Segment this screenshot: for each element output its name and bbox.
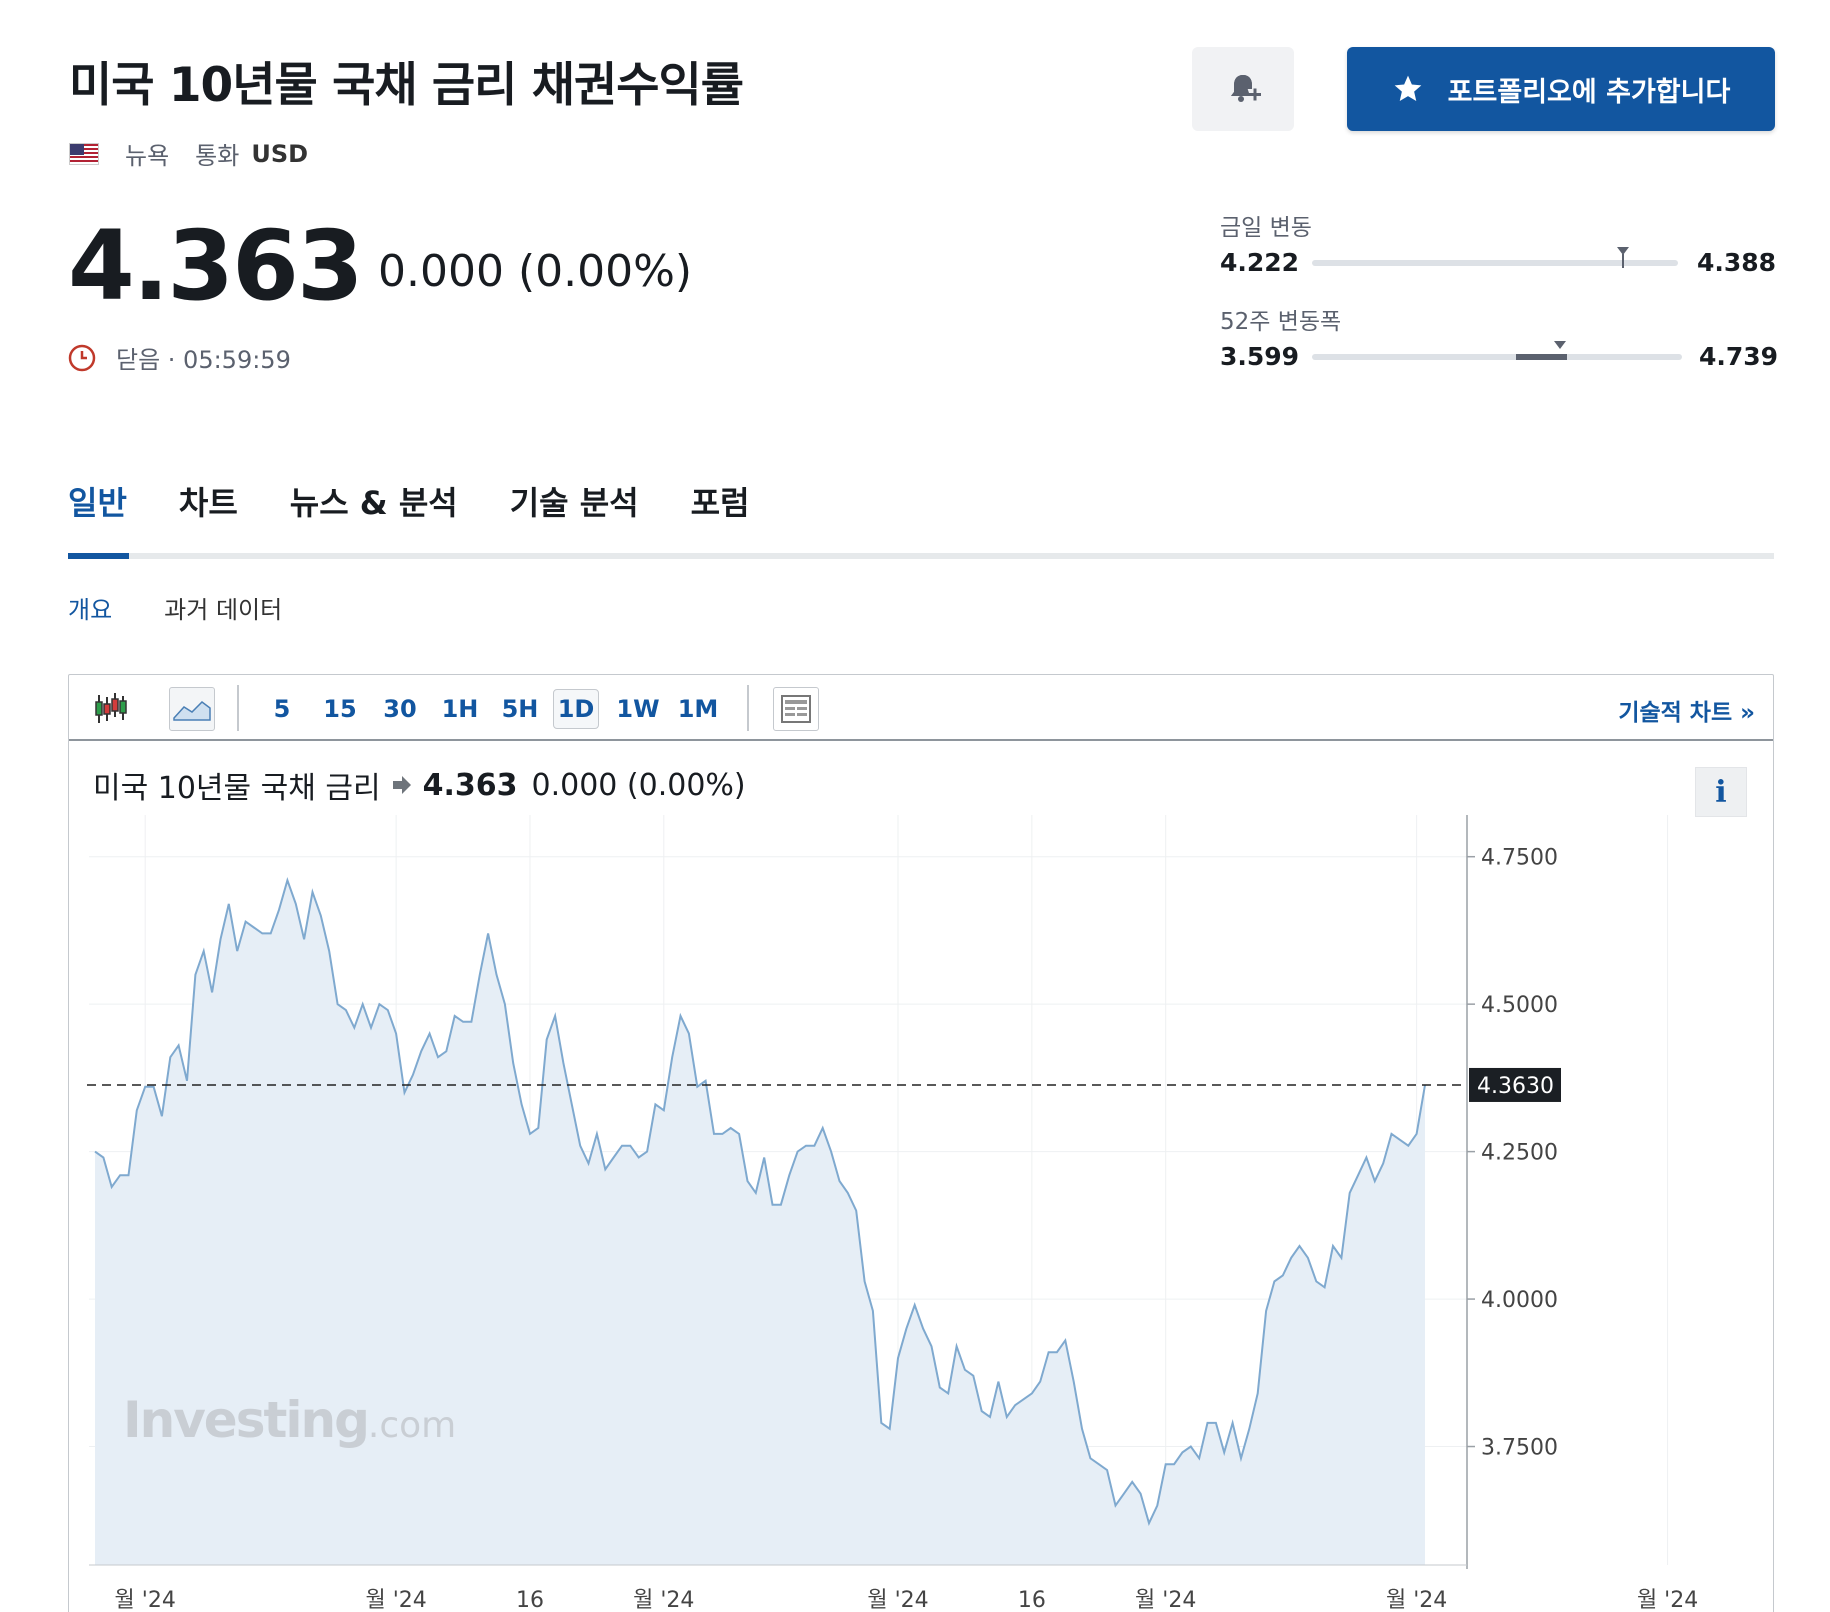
day-range-tick bbox=[1622, 254, 1625, 268]
chart-instrument-name: 미국 10년물 국채 금리 bbox=[93, 771, 381, 806]
area-chart-icon bbox=[173, 701, 211, 721]
x-tick-label: 월 '24 bbox=[365, 1588, 426, 1611]
currency-value: USD bbox=[251, 139, 309, 168]
chart-price: 4.363 bbox=[422, 767, 518, 803]
x-tick-label: 월 '24 bbox=[115, 1588, 176, 1611]
page-title: 미국 10년물 국채 금리 채권수익률 bbox=[69, 58, 744, 113]
add-alert-button[interactable] bbox=[1192, 47, 1294, 131]
x-tick-label: 월 '24 bbox=[1637, 1588, 1698, 1611]
week52-range-marker bbox=[1553, 341, 1566, 349]
x-tick-label: 16 bbox=[516, 1588, 544, 1611]
current-price-badge bbox=[1469, 1067, 1561, 1102]
series-line bbox=[94, 877, 1426, 1527]
chart-settings-button[interactable] bbox=[773, 687, 819, 731]
timeframe-1d[interactable]: 1D bbox=[553, 689, 599, 729]
week52-range-fill bbox=[1515, 354, 1568, 360]
currency-label: 통화 bbox=[195, 142, 240, 170]
tabs-divider bbox=[68, 553, 1774, 559]
current-price-label: 4.3630 bbox=[1477, 1074, 1554, 1099]
price-change: 0.000 (0.00%) bbox=[378, 246, 693, 297]
us-flag-icon bbox=[69, 142, 99, 165]
price-chart[interactable]: 4.3630 4.7500 4.5000 4.2500 4.0000 3.7500 월 '2… bbox=[69, 675, 1773, 1611]
exchange-city: 뉴욕 bbox=[125, 142, 170, 170]
technical-chart-link[interactable]: 기술적 차트 » bbox=[1618, 700, 1755, 726]
instrument-meta: 뉴욕 통화 USD bbox=[69, 136, 308, 171]
timeframe-1m[interactable]: 1M bbox=[677, 695, 719, 723]
star-icon bbox=[1394, 75, 1422, 101]
clock-icon bbox=[68, 344, 96, 371]
tab-forum[interactable]: 포럼 bbox=[690, 484, 750, 522]
main-tabs: 일반 차트 뉴스 & 분석 기술 분석 포럼 bbox=[68, 478, 802, 524]
day-range-high: 4.388 bbox=[1697, 248, 1777, 277]
bell-plus-icon bbox=[1231, 75, 1261, 102]
area-chart-button[interactable] bbox=[169, 687, 215, 731]
timeframe-1w[interactable]: 1W bbox=[616, 695, 660, 723]
y-tick-label: 4.2500 bbox=[1481, 1141, 1558, 1166]
tab-chart[interactable]: 차트 bbox=[178, 484, 238, 522]
chart-header: 미국 10년물 국채 금리 4.363 0.000 (0.00%) bbox=[93, 763, 746, 807]
timeframe-30[interactable]: 30 bbox=[383, 695, 417, 723]
tab-general[interactable]: 일반 bbox=[68, 484, 127, 522]
last-price: 4.363 bbox=[68, 210, 364, 322]
x-tick-label: 월 '24 bbox=[1135, 1588, 1196, 1611]
day-range-marker bbox=[1617, 247, 1630, 255]
week52-range-low: 3.599 bbox=[1220, 342, 1300, 371]
add-to-portfolio-button[interactable]: 포트폴리오에 추가합니다 bbox=[1347, 47, 1775, 131]
candlestick-chart-button[interactable] bbox=[91, 687, 131, 731]
day-range-bar bbox=[1312, 247, 1678, 268]
x-tick-label: 월 '24 bbox=[633, 1588, 694, 1611]
investing-watermark: Investing.com bbox=[123, 1391, 456, 1449]
timeframe-5[interactable]: 5 bbox=[273, 695, 291, 723]
chart-widget: 5 15 30 1H 5H 1D 1W 1M 기술적 차트 » 미국 10년물 … bbox=[68, 674, 1774, 1612]
x-tick-label: 월 '24 bbox=[1386, 1588, 1447, 1611]
week52-range-label: 52주 변동폭 bbox=[1220, 309, 1342, 335]
y-tick-label: 3.7500 bbox=[1481, 1436, 1558, 1461]
y-tick-label: 4.0000 bbox=[1481, 1288, 1558, 1313]
day-range-label: 금일 변동 bbox=[1220, 215, 1312, 241]
y-tick-label: 4.7500 bbox=[1481, 846, 1558, 871]
add-to-portfolio-label: 포트폴리오에 추가합니다 bbox=[1447, 76, 1731, 108]
sub-tabs: 개요 과거 데이터 bbox=[68, 590, 334, 625]
week52-range-high: 4.739 bbox=[1699, 342, 1779, 371]
tab-technical-analysis[interactable]: 기술 분석 bbox=[509, 484, 639, 522]
market-status-text: 닫음 · 05:59:59 bbox=[116, 346, 291, 374]
day-range-low: 4.222 bbox=[1220, 248, 1300, 277]
week52-range-bar bbox=[1312, 341, 1682, 360]
market-status: 닫음 · 05:59:59 bbox=[68, 340, 291, 375]
timeframe-15[interactable]: 15 bbox=[323, 695, 357, 723]
chart-toolbar: 5 15 30 1H 5H 1D 1W 1M 기술적 차트 » bbox=[69, 675, 1773, 741]
watermark-suffix: .com bbox=[367, 1405, 457, 1446]
series-area bbox=[95, 880, 1425, 1565]
subtab-historical-data[interactable]: 과거 데이터 bbox=[164, 596, 283, 624]
tab-news-analysis[interactable]: 뉴스 & 분석 bbox=[289, 484, 458, 522]
active-tab-indicator bbox=[68, 553, 129, 559]
x-tick-label: 16 bbox=[1018, 1588, 1046, 1611]
timeframe-5h[interactable]: 5H bbox=[501, 695, 539, 723]
chart-info-button[interactable]: i bbox=[1695, 767, 1747, 817]
arrow-right-icon bbox=[392, 776, 411, 794]
chart-change: 0.000 (0.00%) bbox=[531, 767, 746, 803]
layout-icon bbox=[781, 695, 811, 723]
candlestick-icon bbox=[95, 693, 127, 723]
watermark-brand: Investing bbox=[123, 1391, 370, 1449]
timeframe-1h[interactable]: 1H bbox=[441, 695, 479, 723]
subtab-overview[interactable]: 개요 bbox=[68, 596, 113, 624]
y-tick-label: 4.5000 bbox=[1481, 993, 1558, 1018]
x-tick-label: 월 '24 bbox=[867, 1588, 928, 1611]
